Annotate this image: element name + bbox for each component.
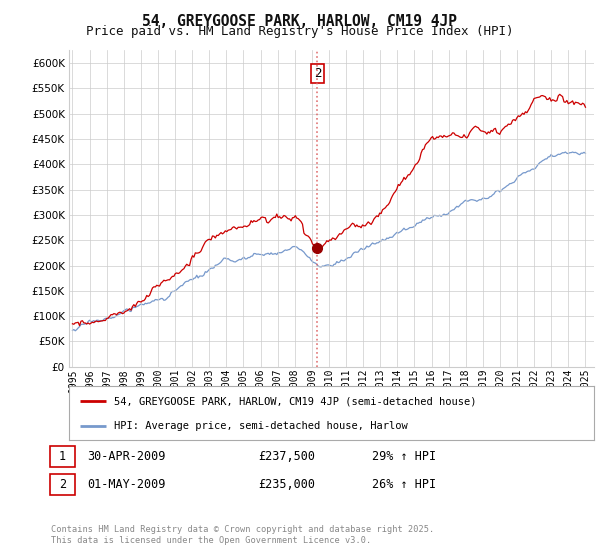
Text: 1: 1: [59, 450, 66, 463]
Text: 2: 2: [59, 478, 66, 491]
Text: £235,000: £235,000: [258, 478, 315, 491]
Text: 30-APR-2009: 30-APR-2009: [87, 450, 166, 463]
Text: Contains HM Land Registry data © Crown copyright and database right 2025.
This d: Contains HM Land Registry data © Crown c…: [51, 525, 434, 545]
Text: £237,500: £237,500: [258, 450, 315, 463]
Text: HPI: Average price, semi-detached house, Harlow: HPI: Average price, semi-detached house,…: [113, 421, 407, 431]
Text: 2: 2: [314, 67, 321, 80]
Text: 26% ↑ HPI: 26% ↑ HPI: [372, 478, 436, 491]
Text: Price paid vs. HM Land Registry's House Price Index (HPI): Price paid vs. HM Land Registry's House …: [86, 25, 514, 38]
Text: 01-MAY-2009: 01-MAY-2009: [87, 478, 166, 491]
Text: 54, GREYGOOSE PARK, HARLOW, CM19 4JP (semi-detached house): 54, GREYGOOSE PARK, HARLOW, CM19 4JP (se…: [113, 396, 476, 407]
Text: 54, GREYGOOSE PARK, HARLOW, CM19 4JP: 54, GREYGOOSE PARK, HARLOW, CM19 4JP: [143, 14, 458, 29]
Text: 29% ↑ HPI: 29% ↑ HPI: [372, 450, 436, 463]
